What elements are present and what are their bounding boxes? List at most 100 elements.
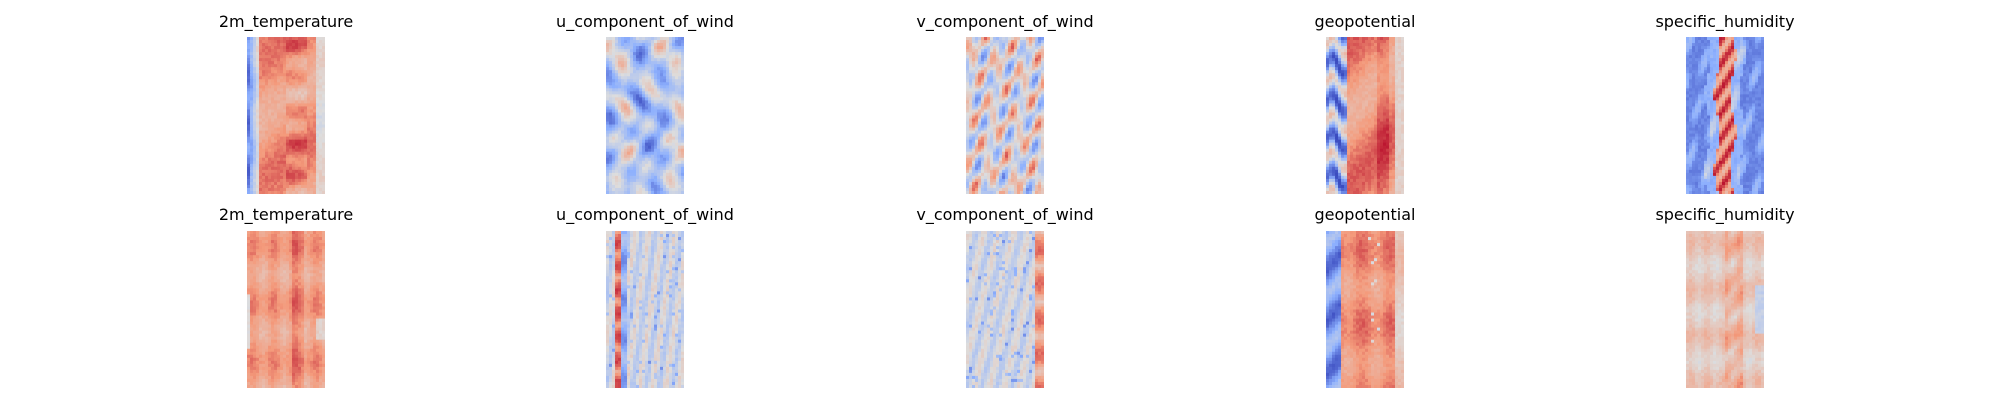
heatmap-cell <box>1389 88 1393 92</box>
heatmap-cell <box>627 94 631 98</box>
heatmap-cell <box>1359 130 1363 135</box>
heatmap-cell <box>1041 166 1044 171</box>
heatmap-cell <box>1398 94 1402 98</box>
heatmap-cell <box>1014 79 1018 83</box>
heatmap-cell <box>259 124 263 129</box>
heatmap-cell <box>268 76 272 80</box>
heatmap-cell <box>972 40 976 44</box>
heatmap-cell <box>298 115 302 120</box>
heatmap-cell <box>657 145 661 150</box>
heatmap-cell <box>262 40 266 44</box>
heatmap-cell <box>1344 37 1348 41</box>
heatmap-cell <box>1020 109 1024 114</box>
heatmap-cell <box>984 103 988 108</box>
heatmap-cell <box>645 100 649 105</box>
heatmap-cell <box>322 79 325 83</box>
heatmap-cell <box>313 40 317 44</box>
heatmap-cell <box>316 151 320 156</box>
heatmap-cell <box>313 175 317 180</box>
heatmap-cell <box>316 52 320 56</box>
heatmap-cell <box>1374 130 1378 135</box>
heatmap-cell <box>271 121 275 126</box>
heatmap-cell <box>1026 145 1030 150</box>
heatmap-cell <box>630 175 634 180</box>
heatmap-cell <box>301 154 305 159</box>
heatmap-cell <box>1008 100 1012 105</box>
heatmap-cell <box>972 67 976 71</box>
heatmap-cell <box>1032 169 1036 174</box>
heatmap-cell <box>990 79 994 83</box>
heatmap-cell <box>1032 181 1036 186</box>
heatmap-cell <box>1017 97 1021 101</box>
heatmap-cell <box>1029 124 1033 129</box>
heatmap-cell <box>283 85 287 89</box>
heatmap-cell <box>675 58 679 62</box>
heatmap-cell <box>678 127 682 132</box>
heatmap-cell <box>280 163 284 168</box>
heatmap-cell <box>969 172 973 177</box>
heatmap-cell <box>1353 97 1357 101</box>
heatmap-cell <box>1329 37 1333 41</box>
heatmap-cell <box>606 43 610 47</box>
heatmap-cell <box>627 67 631 71</box>
heatmap-cell <box>1362 52 1366 56</box>
heatmap-cell <box>981 169 985 174</box>
heatmap-cell <box>268 103 272 108</box>
heatmap-cell <box>247 160 251 165</box>
heatmap-cell <box>1365 67 1369 71</box>
heatmap-cell <box>1368 115 1372 120</box>
heatmap-cell <box>250 136 254 141</box>
heatmap-cell <box>253 184 257 189</box>
heatmap-cell <box>1389 43 1393 47</box>
heatmap-cell <box>316 109 320 114</box>
heatmap-cell <box>268 58 272 62</box>
heatmap-cell <box>1365 97 1369 101</box>
heatmap-cell <box>256 103 260 108</box>
heatmap-cell <box>657 43 661 47</box>
heatmap-cell <box>271 37 275 41</box>
heatmap-cell <box>1383 118 1387 123</box>
heatmap-cell <box>277 91 281 95</box>
heatmap-cell <box>268 73 272 77</box>
heatmap-cell <box>1362 106 1366 111</box>
heatmap-cell <box>1371 40 1375 44</box>
heatmap-cell <box>969 49 973 53</box>
heatmap-cell <box>1347 58 1351 62</box>
heatmap-cell <box>283 115 287 120</box>
heatmap-cell <box>1041 94 1044 98</box>
heatmap-cell <box>310 169 314 174</box>
heatmap-cell <box>966 139 970 144</box>
heatmap-cell <box>612 91 616 95</box>
heatmap-grid <box>966 37 1044 194</box>
heatmap-cell <box>975 88 979 92</box>
heatmap-cell <box>1398 106 1402 111</box>
heatmap-cell <box>1041 187 1044 192</box>
heatmap-cell <box>283 142 287 147</box>
heatmap-cell <box>1020 103 1024 108</box>
heatmap-cell <box>1377 55 1381 59</box>
heatmap-cell <box>250 127 254 132</box>
heatmap-cell <box>1017 130 1021 135</box>
heatmap-cell <box>678 109 682 114</box>
heatmap-cell <box>663 40 667 44</box>
heatmap-cell <box>307 88 311 92</box>
heatmap-cell <box>639 181 643 186</box>
heatmap-cell <box>1011 142 1015 147</box>
heatmap-cell <box>313 46 317 50</box>
heatmap-cell <box>627 37 631 41</box>
heatmap-cell <box>277 184 281 189</box>
heatmap-cell <box>277 88 281 92</box>
heatmap-cell <box>624 184 628 189</box>
heatmap-cell <box>666 160 670 165</box>
heatmap-cell <box>1338 127 1342 132</box>
heatmap-cell <box>1002 178 1006 183</box>
heatmap-cell <box>322 52 325 56</box>
heatmap-cell <box>1398 55 1402 59</box>
heatmap-cell <box>1362 130 1366 135</box>
heatmap-cell <box>1005 160 1009 165</box>
heatmap-cell <box>265 154 269 159</box>
heatmap-cell <box>319 190 323 194</box>
heatmap-cell <box>250 121 254 126</box>
heatmap-grid <box>1326 37 1404 194</box>
heatmap-cell <box>1335 52 1339 56</box>
